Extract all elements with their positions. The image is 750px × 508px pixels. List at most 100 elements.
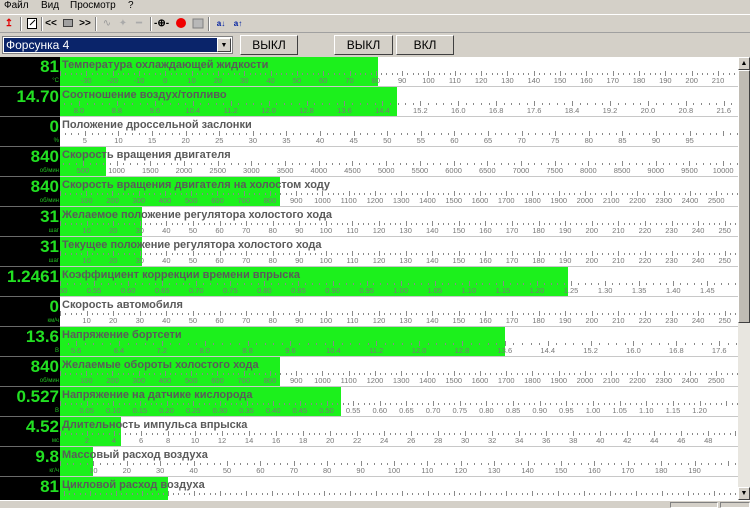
status-panel xyxy=(720,502,750,508)
minor-tick xyxy=(604,493,606,495)
minor-tick xyxy=(678,403,680,405)
minor-tick xyxy=(235,493,237,495)
injector-select[interactable]: Форсунка 4 ▼ xyxy=(2,36,233,54)
minor-tick xyxy=(67,343,69,345)
stop-icon[interactable] xyxy=(61,17,75,31)
minor-tick xyxy=(587,403,589,405)
parameter-row[interactable]: 840 об/мин 500 1000 1500 2000 2500 3000 3500 40… xyxy=(0,147,738,177)
add-point-icon[interactable]: ✦ xyxy=(118,18,128,29)
minor-tick xyxy=(590,373,592,375)
rewind-icon[interactable]: << xyxy=(45,18,57,29)
minor-tick xyxy=(139,103,141,105)
sort-down-icon[interactable]: a↓ xyxy=(216,19,226,28)
off-button-1[interactable]: ВЫКЛ xyxy=(240,35,298,55)
minor-tick xyxy=(91,73,93,75)
parameter-row[interactable]: 31 шаг 10 20 30 40 50 60 70 80 90 100 110 120 130 140… xyxy=(0,207,738,237)
minor-tick xyxy=(327,193,329,195)
minor-tick xyxy=(359,163,361,165)
on-button[interactable]: ВКЛ xyxy=(396,35,454,55)
minor-tick xyxy=(251,223,253,225)
parameter-row[interactable]: 14.70 8.0 8.8 9.6 10.4 11.2 12.0 12.8 13.6 14.4 1… xyxy=(0,87,738,117)
record-icon[interactable] xyxy=(174,17,188,31)
gauge-fill xyxy=(60,477,169,500)
scroll-thumb[interactable] xyxy=(738,70,750,323)
minor-tick xyxy=(233,193,235,195)
parameter-row[interactable]: 0.527 В 0.05 0.10 0.15 0.20 0.25 0.30 0.35 0.40… xyxy=(0,387,738,417)
minor-tick xyxy=(621,193,623,195)
remove-point-icon[interactable]: ━ xyxy=(135,18,143,29)
parameter-row[interactable]: 840 об/мин 100 200 300 400 500 600 700 800 900 10… xyxy=(0,357,738,387)
minor-tick xyxy=(474,313,476,315)
minor-tick xyxy=(406,373,408,375)
gauge-bar: 2 4 6 8 10 12 14 16 18 20 22 24 26 28 30 32 34 36 38 40 42 44… xyxy=(60,417,738,447)
minor-tick xyxy=(564,283,566,285)
major-tick xyxy=(139,221,141,226)
minor-tick xyxy=(559,253,561,255)
minor-tick xyxy=(178,493,180,495)
minor-tick xyxy=(427,103,429,105)
minor-tick xyxy=(508,133,510,135)
minor-tick xyxy=(311,373,313,375)
scale-label: 8.0 xyxy=(199,346,210,355)
parameter-row[interactable]: 81 Цикловой расход воздуха xyxy=(0,477,738,500)
waveform-icon[interactable]: ∿ xyxy=(102,18,112,29)
parameter-row[interactable]: 4.52 мс 2 4 6 8 10 12 14 16 18 20 22 24 26 28 30 32 34 36… xyxy=(0,417,738,447)
minor-tick xyxy=(702,163,704,165)
major-tick xyxy=(86,71,88,76)
minor-tick xyxy=(574,463,576,465)
menu-view[interactable]: Вид xyxy=(41,0,60,11)
parameter-row[interactable]: 1.2461 0.500.550.600.650.700.750.800.850… xyxy=(0,267,738,297)
major-tick xyxy=(539,401,541,406)
menu-help[interactable]: ? xyxy=(128,0,134,11)
minor-tick xyxy=(342,403,344,405)
parameter-row[interactable]: 31 шаг 10 20 30 40 50 60 70 80 90 100 110 120 130 140… xyxy=(0,237,738,267)
scale-label: 9000 xyxy=(647,166,665,175)
parameter-row[interactable]: 840 об/мин 100 200 300 400 500 600 700 800 900 10… xyxy=(0,177,738,207)
minor-tick xyxy=(171,253,173,255)
oscilloscope-icon[interactable]: -⊕- xyxy=(154,18,170,29)
minor-tick xyxy=(336,103,338,105)
minor-tick xyxy=(625,283,627,285)
sort-up-icon[interactable]: a↑ xyxy=(233,19,243,28)
exit-arrow-icon[interactable]: ↥ xyxy=(4,18,14,29)
forward-icon[interactable]: >> xyxy=(79,18,91,29)
menu-browse[interactable]: Просмотр xyxy=(70,0,116,11)
major-tick xyxy=(532,191,534,196)
chart-icon[interactable] xyxy=(191,17,205,31)
minor-tick xyxy=(579,373,581,375)
scroll-up-icon[interactable]: ▲ xyxy=(738,57,750,70)
minor-tick xyxy=(564,343,566,345)
minor-tick xyxy=(369,403,371,405)
scale-label: 130 xyxy=(501,76,514,85)
off-button-2[interactable]: ВЫКЛ xyxy=(334,35,393,55)
minor-tick xyxy=(65,73,67,75)
major-tick xyxy=(244,71,246,76)
scale-label: 800 xyxy=(263,196,277,205)
parameter-row[interactable]: 9.8 кг/ч 10 20 30 40 50 60 70 80 90 100 110 120 130 1… xyxy=(0,447,738,477)
minor-tick xyxy=(66,463,68,465)
gauge-fill xyxy=(60,207,143,236)
minor-tick xyxy=(736,133,738,135)
parameter-row[interactable]: 13.6 В 5.6 6.4 7.2 8.0 8.8 9.6 10.4 11.2 12.0 12.… xyxy=(0,327,738,357)
scale-label: 120 xyxy=(372,226,386,235)
edit-document-icon[interactable] xyxy=(25,17,39,31)
minor-tick xyxy=(427,433,429,435)
parameter-row[interactable]: 81 °C -30 -20 -10 0 10 20 30 40 50 60 70 80 90 100 110… xyxy=(0,57,738,87)
parameter-row[interactable]: 0 % 5 10 15 20 25 30 35 40 45 50 55 60 65 70 75 80 85 90 9… xyxy=(0,117,738,147)
vertical-scrollbar[interactable]: ▲ ▼ xyxy=(738,57,750,500)
scale-label: 1.10 xyxy=(639,406,654,415)
chevron-down-icon[interactable]: ▼ xyxy=(217,38,231,52)
minor-tick xyxy=(182,253,184,255)
parameter-row[interactable]: 0 км/ч 10 20 30 40 50 60 70 80 90 100 110 120 130 140… xyxy=(0,297,738,327)
minor-tick xyxy=(183,493,185,495)
minor-tick xyxy=(394,433,396,435)
scale-label: 6000 xyxy=(445,166,462,175)
minor-tick xyxy=(261,493,263,495)
scale-label: 110 xyxy=(448,76,461,85)
menu-file[interactable]: Файл xyxy=(4,0,29,11)
scroll-down-icon[interactable]: ▼ xyxy=(738,487,750,500)
major-tick xyxy=(230,281,232,286)
minor-tick xyxy=(416,433,418,435)
minor-tick xyxy=(186,73,188,75)
scale-label: 42 xyxy=(623,436,632,445)
